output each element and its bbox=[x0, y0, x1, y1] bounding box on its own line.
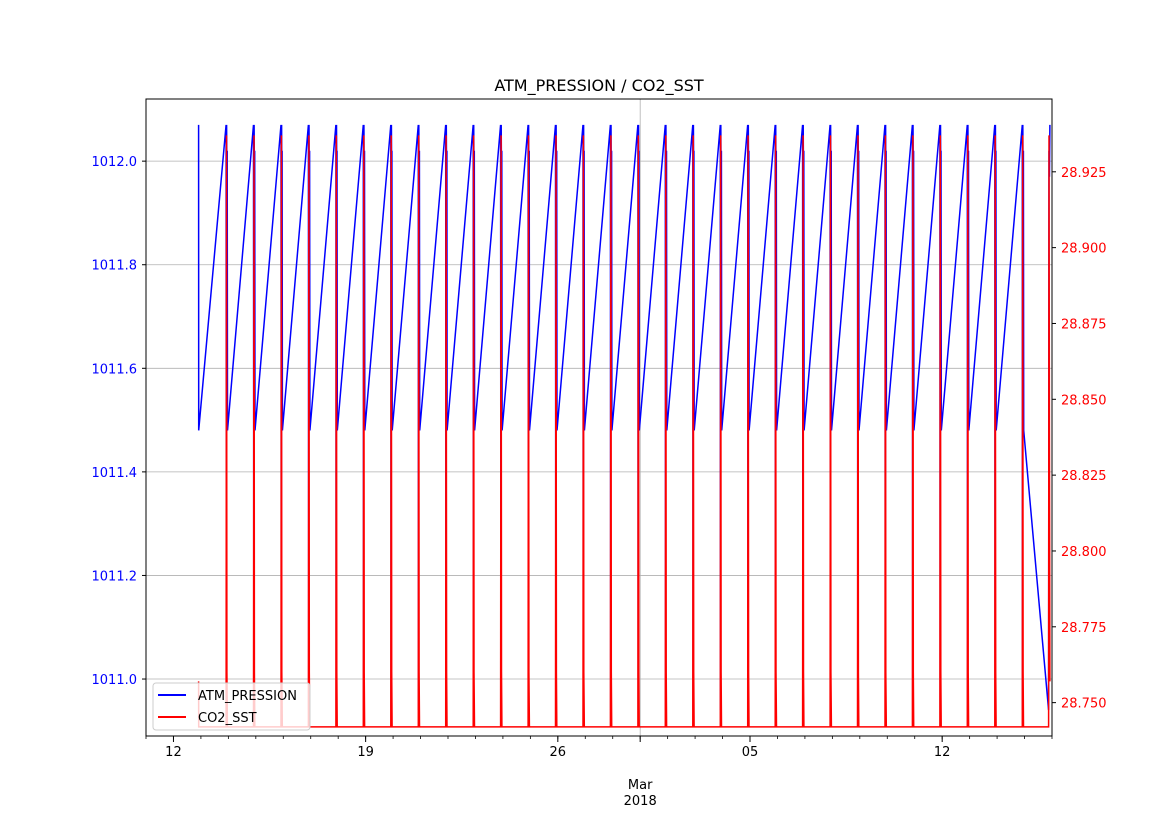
y-right-tick-label: 28.825 bbox=[1061, 469, 1107, 484]
grid bbox=[146, 99, 1052, 736]
legend-box bbox=[152, 682, 311, 731]
y-left-tick-label: 1011.8 bbox=[92, 259, 138, 274]
y-left-tick-label: 1012.0 bbox=[92, 155, 138, 170]
series-layer bbox=[197, 124, 1051, 728]
y-left-tick-label: 1011.2 bbox=[92, 569, 138, 584]
x-tick-label: 05 bbox=[742, 745, 759, 760]
plot-frame bbox=[145, 98, 1053, 737]
legend-label: ATM_PRESSION bbox=[198, 689, 297, 704]
y-left-tick-label: 1011.6 bbox=[92, 362, 138, 377]
legend: ATM_PRESSION CO2_SST bbox=[152, 682, 311, 731]
x-tick-label: 19 bbox=[357, 745, 374, 760]
y-left-tick-label: 1011.0 bbox=[92, 673, 138, 688]
x-tick-label: 26 bbox=[550, 745, 567, 760]
axes: 1011.0 1011.2 1011.4 1011.6 1011.8 1012.0 28.7… bbox=[92, 155, 1107, 809]
y-right-tick-label: 28.850 bbox=[1061, 393, 1107, 408]
y-right-tick-label: 28.750 bbox=[1061, 697, 1107, 712]
x-tick-label: Mar bbox=[628, 778, 653, 793]
legend-label: CO2_SST bbox=[198, 711, 257, 726]
x-tick-label: 2018 bbox=[624, 794, 657, 809]
y-left-tick-label: 1011.4 bbox=[92, 466, 138, 481]
y-right-tick-label: 28.875 bbox=[1061, 317, 1107, 332]
x-tick-label: 12 bbox=[165, 745, 182, 760]
y-right-tick-label: 28.775 bbox=[1061, 621, 1107, 636]
series-line-co2_sst bbox=[197, 135, 1051, 728]
y-right-tick-label: 28.900 bbox=[1061, 242, 1107, 257]
y-right-tick-label: 28.925 bbox=[1061, 166, 1107, 181]
chart-title: ATM_PRESSION / CO2_SST bbox=[494, 76, 704, 96]
y-right-tick-label: 28.800 bbox=[1061, 545, 1107, 560]
x-tick-label: 12 bbox=[934, 745, 951, 760]
